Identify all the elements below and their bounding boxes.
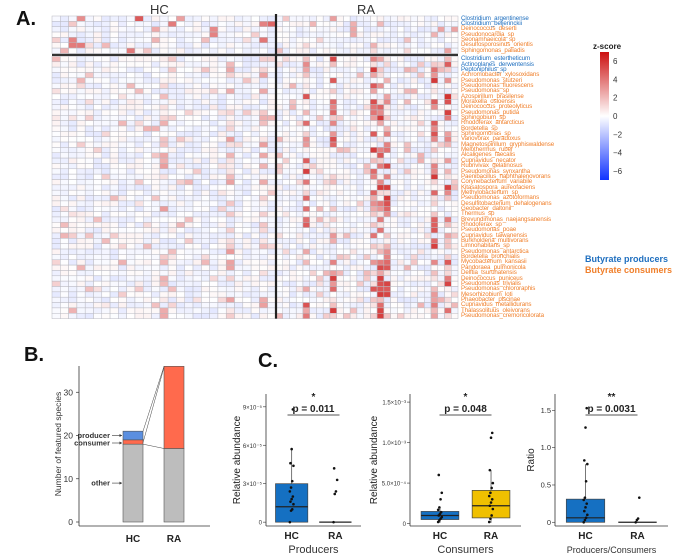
data-point	[584, 516, 588, 520]
data-point	[636, 517, 640, 520]
y-tick-label: 1.5	[541, 406, 551, 415]
panel-a-label: A.	[16, 8, 36, 30]
data-point	[585, 502, 589, 505]
x-tick-label-ra: RA	[630, 531, 644, 542]
data-point	[583, 509, 586, 513]
data-point	[583, 496, 587, 499]
y-tick-label: 0	[547, 518, 551, 527]
data-point	[586, 513, 589, 517]
data-point	[583, 459, 586, 462]
data-point	[634, 520, 637, 524]
x-tick-label-hc: HC	[578, 531, 592, 542]
heatmap	[51, 14, 459, 319]
y-tick-label: 0.5	[541, 480, 551, 489]
x-axis-label: Producers/Consumers	[567, 545, 657, 555]
data-point	[582, 520, 586, 524]
data-point	[582, 498, 586, 502]
heatmap-group-ra: RA	[357, 2, 376, 17]
panel-b-label: B.	[24, 344, 44, 366]
significance-stars: **	[608, 392, 616, 403]
p-value: p = 0.0031	[587, 404, 636, 415]
data-point	[586, 462, 589, 466]
data-point	[584, 479, 588, 483]
data-point	[584, 506, 587, 509]
data-point	[637, 496, 641, 499]
y-tick-label: 1.0	[541, 443, 551, 452]
data-point	[584, 426, 587, 429]
data-point	[583, 518, 587, 522]
heatmap-cell	[451, 47, 459, 54]
y-axis-label: Ratio	[526, 448, 537, 472]
panel-c-label: C.	[258, 350, 278, 372]
heatmap-group-hc: HC	[150, 2, 169, 17]
